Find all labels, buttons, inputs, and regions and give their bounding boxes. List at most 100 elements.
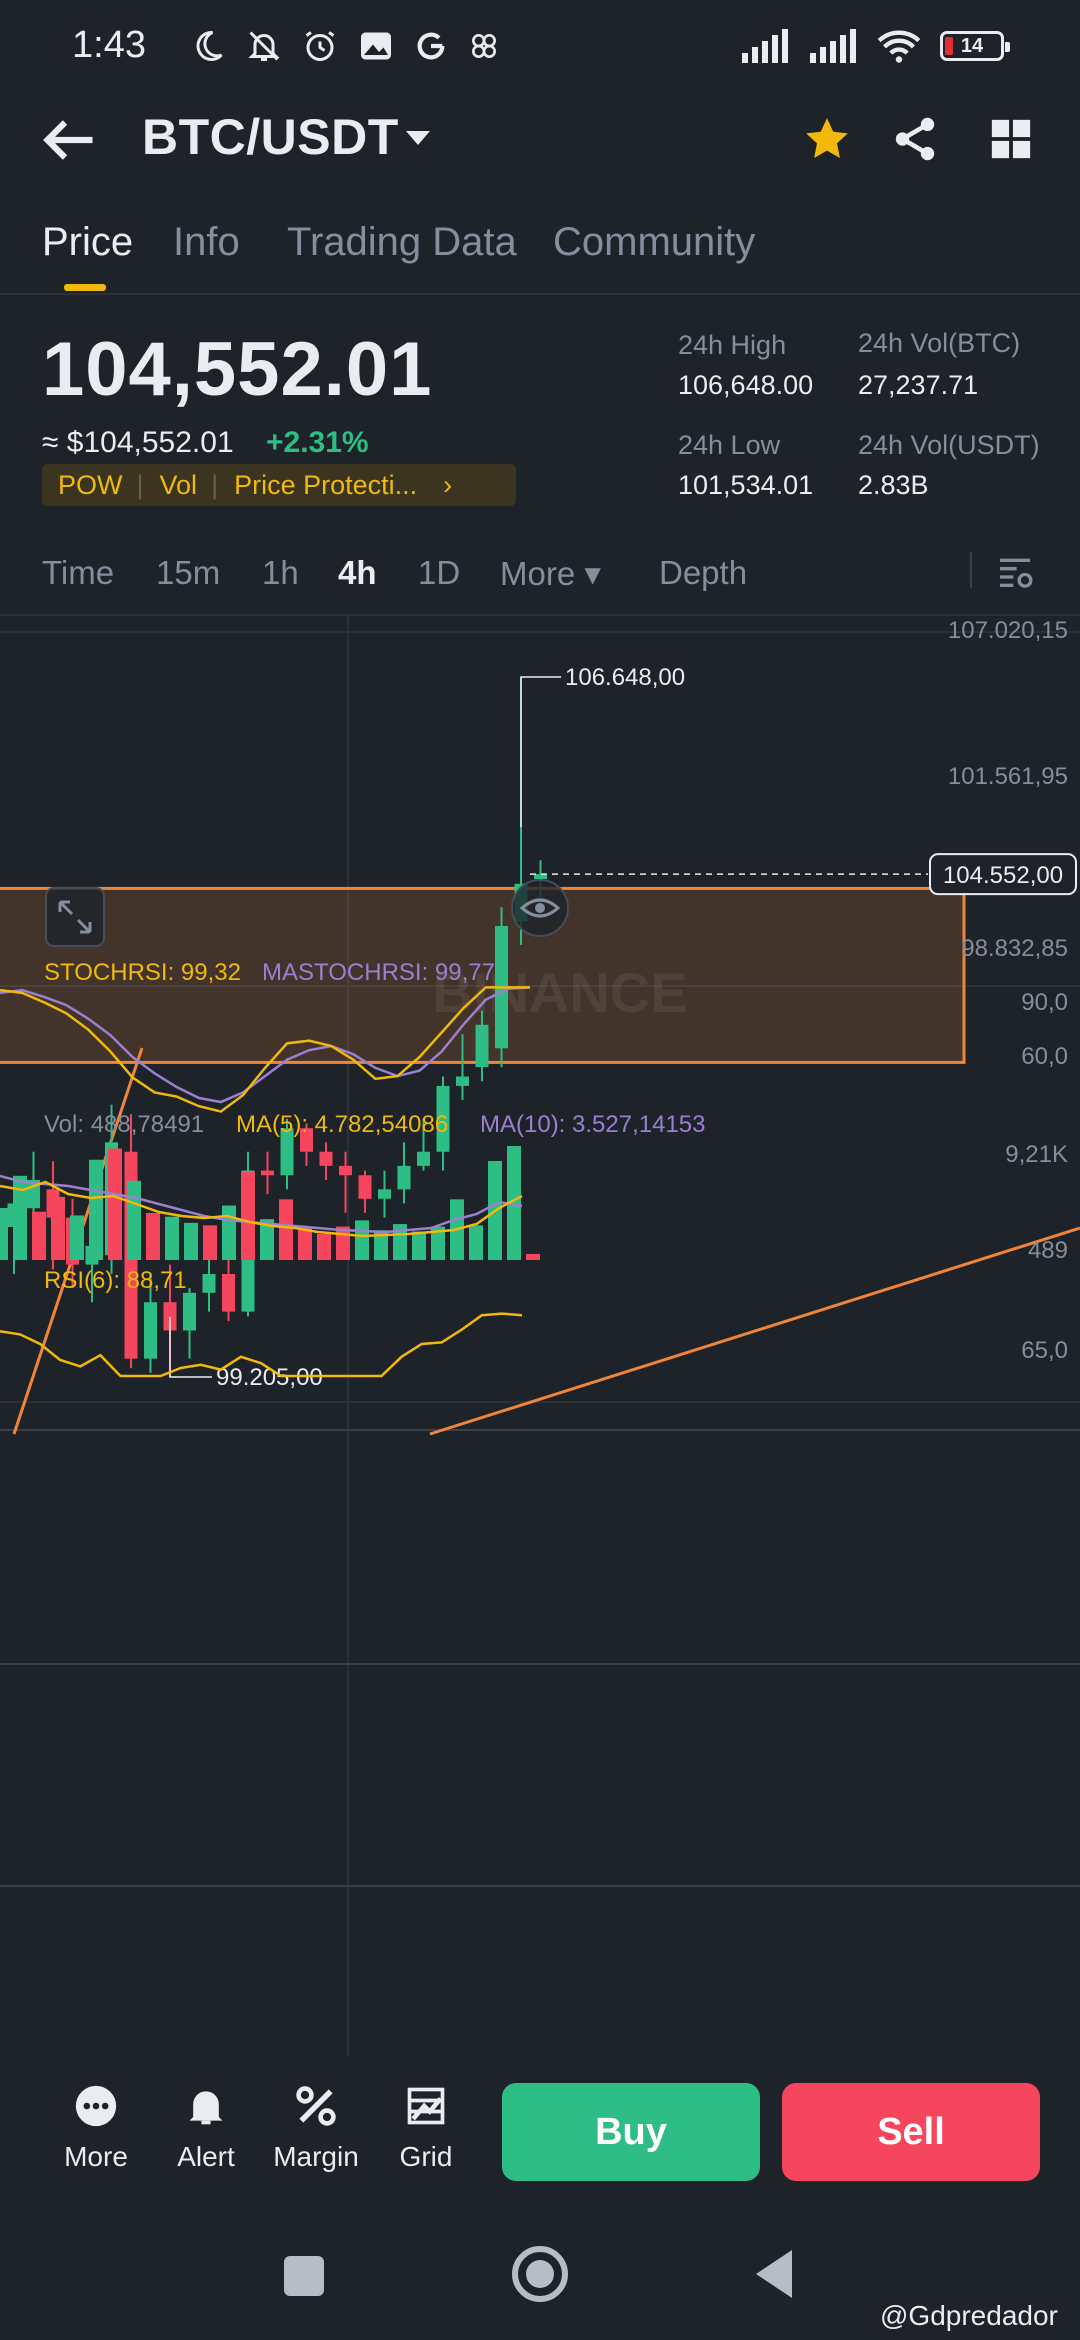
- volume-bar: [51, 1196, 65, 1260]
- status-icons-right: 14: [740, 26, 1010, 66]
- more-button[interactable]: More: [46, 2084, 146, 2173]
- nav-back-button[interactable]: [756, 2250, 792, 2298]
- tab-trading-data[interactable]: Trading Data: [287, 220, 517, 264]
- candle-body: [280, 1128, 294, 1176]
- stoch-axis-label: 60,0: [1021, 1043, 1068, 1070]
- chevron-right-icon: ›: [443, 469, 453, 500]
- candle-body: [261, 1170, 274, 1176]
- current-price-tag: 104.552,00: [943, 862, 1063, 889]
- moon-icon: [196, 30, 223, 61]
- alert-label: Alert: [177, 2141, 235, 2172]
- tag-separator: |: [136, 469, 144, 500]
- grid-bot-icon: [407, 2087, 445, 2125]
- interval-depth[interactable]: Depth: [659, 554, 748, 591]
- stat-high-label: 24h High: [678, 330, 787, 360]
- mastochrsi-label: MASTOCHRSI: 99,77: [262, 959, 495, 986]
- low-marker-line: [169, 1317, 212, 1378]
- tag-bar[interactable]: POW | Vol | Price Protecti... ›: [42, 464, 516, 506]
- volume-bar: [260, 1219, 274, 1260]
- eye-pupil: [535, 903, 545, 913]
- candle-body: [300, 1128, 313, 1152]
- interval-4h[interactable]: 4h: [338, 554, 377, 591]
- pair-title[interactable]: BTC/USDT: [142, 109, 399, 165]
- high-marker: 106.648,00: [565, 664, 685, 691]
- price-axis-label: 98.832,85: [961, 935, 1068, 962]
- tab-price[interactable]: Price: [42, 220, 134, 264]
- status-icons-left: [190, 26, 500, 66]
- tag-pow[interactable]: POW: [58, 469, 123, 500]
- status-bar: 1:43 14: [0, 0, 1080, 100]
- candle-body: [339, 1165, 352, 1176]
- battery-level: 14: [960, 34, 984, 57]
- stoch-axis-label: 90,0: [1021, 989, 1068, 1016]
- candle-body: [144, 1302, 157, 1359]
- volume-bar: [431, 1226, 445, 1260]
- volume-bar: [13, 1175, 27, 1260]
- tabs-divider: [0, 293, 1080, 295]
- volume-bar: [184, 1222, 198, 1260]
- volume-bar: [526, 1253, 540, 1260]
- interval-more[interactable]: More ▾: [500, 555, 601, 592]
- sell-button[interactable]: Sell: [782, 2083, 1040, 2181]
- back-arrow-icon[interactable]: [40, 110, 100, 170]
- tag-price-protection[interactable]: Price Protecti...: [234, 469, 418, 500]
- stat-low-value: 101,534.01: [678, 470, 814, 500]
- candle-body: [319, 1151, 333, 1166]
- volume-bar: [0, 1208, 8, 1260]
- ma5-line: [0, 1180, 523, 1238]
- user-watermark: @Gdpredador: [880, 2300, 1058, 2331]
- candle-body: [183, 1292, 196, 1331]
- interval-15m[interactable]: 15m: [156, 554, 221, 591]
- volume-bar: [355, 1220, 369, 1260]
- tab-community[interactable]: Community: [553, 220, 756, 264]
- grid-icon[interactable]: [988, 116, 1034, 162]
- volume-bar: [203, 1225, 217, 1260]
- buy-button[interactable]: Buy: [502, 2083, 760, 2181]
- margin-button[interactable]: Margin: [266, 2084, 366, 2173]
- interval-1h[interactable]: 1h: [262, 554, 299, 591]
- signal-icon: [742, 29, 788, 63]
- volume-bar: [222, 1205, 236, 1260]
- status-time: 1:43: [72, 24, 146, 66]
- more-icon: [75, 2085, 117, 2127]
- expand-icon: [58, 900, 92, 934]
- interval-1d[interactable]: 1D: [418, 554, 461, 591]
- volume-bar: [32, 1211, 46, 1260]
- interval-border: [0, 614, 1080, 616]
- stochrsi-label: STOCHRSI: 99,32: [44, 959, 241, 986]
- trendline-support: [429, 1226, 1080, 1436]
- rsi-axis-label: 65,0: [1021, 1337, 1068, 1364]
- tab-info[interactable]: Info: [173, 220, 240, 264]
- volume-bar: [165, 1216, 179, 1260]
- volume-bar: [469, 1225, 483, 1260]
- home-button[interactable]: [512, 2246, 568, 2302]
- share-icon[interactable]: [890, 114, 940, 164]
- candle-body: [456, 1076, 469, 1086]
- candle-body: [397, 1165, 411, 1190]
- stat-vol-usdt-value: 2.83B: [858, 470, 929, 500]
- grid-button[interactable]: Grid: [376, 2084, 476, 2173]
- star-icon[interactable]: [802, 114, 852, 164]
- fiat-price: ≈ $104,552.01: [42, 426, 234, 459]
- wifi-icon: [877, 30, 921, 63]
- tag-vol[interactable]: Vol: [159, 469, 198, 500]
- margin-label: Margin: [273, 2141, 359, 2172]
- volume-axis-label: 489: [1028, 1237, 1068, 1264]
- chart-settings-icon[interactable]: [994, 552, 1036, 592]
- alert-button[interactable]: Alert: [156, 2084, 256, 2173]
- interval-divider: [970, 552, 972, 588]
- caret-down-icon[interactable]: [404, 128, 432, 148]
- volume-bar: [89, 1159, 103, 1260]
- grid-label: Grid: [399, 2141, 453, 2172]
- volume-bar: [412, 1231, 426, 1260]
- interval-time[interactable]: Time: [42, 554, 115, 591]
- candlestick-chart[interactable]: BINANCE104.552,00106.648,0099.205,00107.…: [0, 616, 1080, 2056]
- stat-vol-btc-value: 27,237.71: [858, 370, 979, 400]
- recents-button[interactable]: [284, 2256, 324, 2296]
- tab-underline: [64, 284, 106, 291]
- candle-body: [163, 1302, 177, 1331]
- volume-bar: [127, 1180, 141, 1260]
- volume-bar: [108, 1148, 122, 1260]
- volume-bar: [241, 1172, 255, 1260]
- volume-bar: [146, 1212, 160, 1260]
